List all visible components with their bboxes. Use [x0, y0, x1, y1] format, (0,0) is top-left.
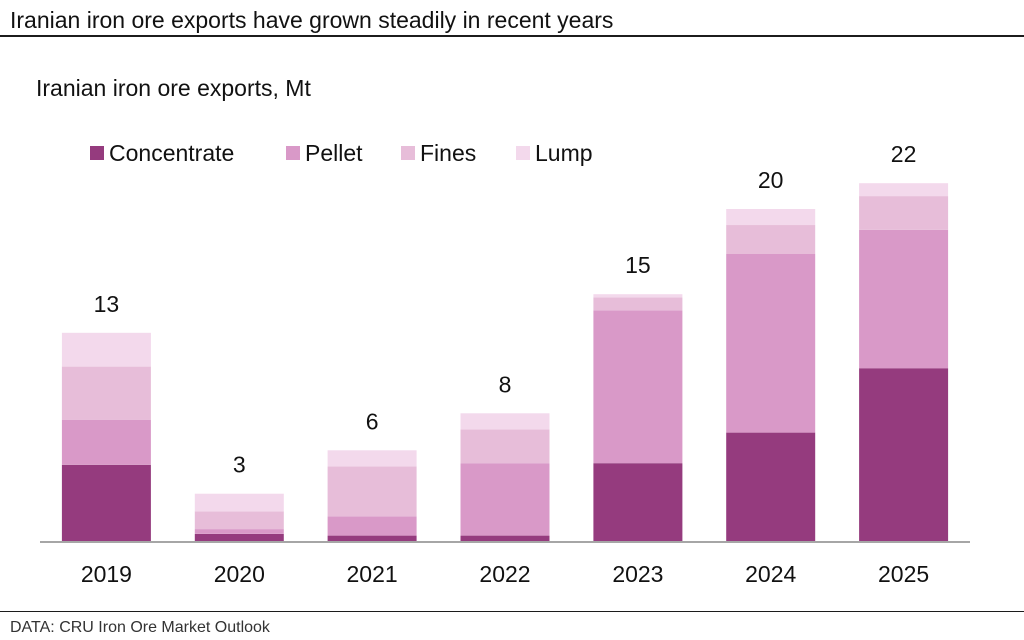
x-axis-ticks: 2019 2020 2021 2022 2023 2024 2025: [81, 561, 929, 587]
total-labels: 13 3 6 8 15 20 22: [94, 141, 917, 478]
bar-segment-fines-2023: [593, 297, 683, 311]
bar-segment-concentrate-2025: [859, 368, 949, 542]
bar-segment-lump-2024: [726, 209, 816, 226]
bar-segment-concentrate-2022: [460, 535, 550, 542]
bar-segment-fines-2022: [460, 429, 550, 464]
bar-segment-fines-2025: [859, 196, 949, 230]
bar-segment-fines-2024: [726, 225, 816, 254]
bar-segment-pellet-2020: [194, 529, 284, 534]
bar-segment-lump-2023: [593, 294, 683, 298]
source-note: DATA: CRU Iron Ore Market Outlook: [10, 619, 270, 636]
x-tick-label-2025: 2025: [878, 561, 929, 587]
legend-swatch-fines: [401, 146, 415, 160]
legend-swatch-pellet: [286, 146, 300, 160]
bar-group: [61, 183, 949, 542]
bar-segment-concentrate-2019: [61, 464, 151, 542]
bar-segment-concentrate-2023: [593, 463, 683, 542]
x-tick-label-2020: 2020: [214, 561, 265, 587]
legend-swatch-lump: [516, 146, 530, 160]
bar-segment-fines-2020: [194, 511, 284, 530]
bar-segment-pellet-2023: [593, 310, 683, 464]
bar-segment-concentrate-2024: [726, 432, 816, 542]
page-title: Iranian iron ore exports have grown stea…: [10, 7, 614, 33]
bar-segment-concentrate-2020: [194, 534, 284, 542]
legend-label-concentrate: Concentrate: [109, 140, 234, 166]
bar-segment-pellet-2024: [726, 254, 816, 433]
total-label-2020: 3: [233, 452, 246, 478]
chart-legend: Concentrate Pellet Fines Lump: [90, 140, 593, 166]
bar-segment-fines-2019: [61, 366, 151, 420]
x-tick-label-2022: 2022: [479, 561, 530, 587]
bar-segment-fines-2021: [327, 466, 417, 517]
total-label-2021: 6: [366, 408, 379, 434]
bar-segment-pellet-2022: [460, 463, 550, 536]
bar-segment-lump-2025: [859, 183, 949, 197]
chart-title: Iranian iron ore exports, Mt: [36, 75, 311, 101]
bar-segment-concentrate-2021: [327, 535, 417, 542]
legend-swatch-concentrate: [90, 146, 104, 160]
x-tick-label-2023: 2023: [612, 561, 663, 587]
bottom-divider: [0, 611, 1024, 612]
x-tick-label-2024: 2024: [745, 561, 796, 587]
total-label-2022: 8: [499, 371, 512, 397]
legend-label-fines: Fines: [420, 140, 476, 166]
total-label-2024: 20: [758, 167, 784, 193]
bar-segment-lump-2021: [327, 450, 417, 467]
x-tick-label-2019: 2019: [81, 561, 132, 587]
bar-segment-pellet-2021: [327, 516, 417, 536]
total-label-2019: 13: [94, 291, 120, 317]
bar-segment-pellet-2025: [859, 229, 949, 369]
bar-segment-pellet-2019: [61, 419, 151, 465]
bar-segment-lump-2019: [61, 332, 151, 367]
total-label-2023: 15: [625, 252, 651, 278]
x-tick-label-2021: 2021: [347, 561, 398, 587]
total-label-2025: 22: [891, 141, 917, 167]
legend-label-lump: Lump: [535, 140, 593, 166]
legend-label-pellet: Pellet: [305, 140, 363, 166]
top-divider: [0, 35, 1024, 37]
bar-segment-lump-2022: [460, 413, 550, 430]
bar-segment-lump-2020: [194, 493, 284, 512]
